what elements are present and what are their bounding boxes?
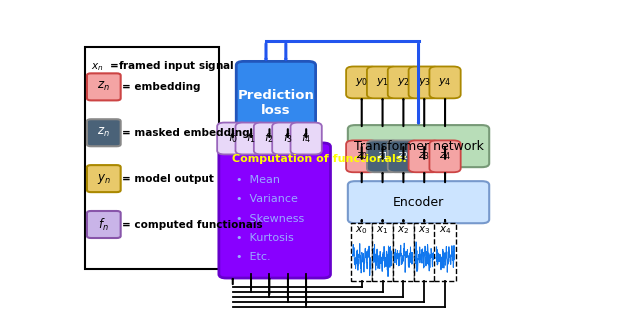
FancyBboxPatch shape [85,47,219,269]
FancyBboxPatch shape [87,165,121,192]
Text: •  Skewness: • Skewness [236,213,305,223]
FancyBboxPatch shape [217,122,248,154]
Text: $x_2$: $x_2$ [397,224,410,236]
Text: $z_{n}$: $z_{n}$ [97,80,110,93]
Text: •  Etc.: • Etc. [236,252,271,262]
Text: Prediction
loss: Prediction loss [237,89,314,118]
Text: $x_0$: $x_0$ [355,224,368,236]
Text: Computation of functionals:: Computation of functionals: [232,154,407,165]
Text: = embedding: = embedding [122,82,200,92]
FancyBboxPatch shape [388,140,419,172]
Text: $x_3$: $x_3$ [418,224,431,236]
Text: $x_n$  =framed input signal: $x_n$ =framed input signal [91,59,234,73]
Text: $z_2$: $z_2$ [397,150,410,162]
FancyBboxPatch shape [429,67,461,98]
Text: $y_2$: $y_2$ [397,76,410,88]
Text: = masked embedding: = masked embedding [122,128,250,138]
Text: •  Kurtosis: • Kurtosis [236,233,294,243]
Text: $z_{n}$: $z_{n}$ [97,126,110,139]
FancyBboxPatch shape [413,223,435,281]
FancyBboxPatch shape [388,67,419,98]
Text: $f_0$: $f_0$ [228,132,238,145]
FancyBboxPatch shape [367,140,398,172]
FancyBboxPatch shape [346,67,378,98]
FancyBboxPatch shape [254,122,285,154]
Text: Transformer network: Transformer network [353,140,483,153]
FancyBboxPatch shape [219,143,330,278]
FancyBboxPatch shape [87,73,121,100]
FancyBboxPatch shape [87,211,121,238]
Text: $f_3$: $f_3$ [283,132,293,145]
FancyBboxPatch shape [348,181,489,223]
Text: = model output: = model output [122,174,214,184]
FancyBboxPatch shape [408,140,440,172]
FancyBboxPatch shape [272,122,303,154]
Text: $x_1$: $x_1$ [376,224,388,236]
FancyBboxPatch shape [393,223,414,281]
Text: = computed functionals: = computed functionals [122,219,262,229]
Text: $f_1$: $f_1$ [246,132,256,145]
FancyBboxPatch shape [408,67,440,98]
Text: $f_{n}$: $f_{n}$ [99,216,109,233]
FancyBboxPatch shape [367,67,398,98]
Text: $y_3$: $y_3$ [418,76,431,88]
Text: $y_4$: $y_4$ [438,76,452,88]
Text: Encoder: Encoder [393,196,444,209]
Text: $y_0$: $y_0$ [355,76,369,88]
FancyBboxPatch shape [351,223,372,281]
Text: $z_0$: $z_0$ [356,150,368,162]
Text: •  Variance: • Variance [236,194,298,204]
FancyBboxPatch shape [236,122,267,154]
Text: $z_1$: $z_1$ [376,150,388,162]
FancyBboxPatch shape [348,125,489,167]
Text: $y_{n}$: $y_{n}$ [97,172,111,186]
FancyBboxPatch shape [87,119,121,146]
Text: $y_1$: $y_1$ [376,76,389,88]
FancyBboxPatch shape [429,140,461,172]
Text: $z_4$: $z_4$ [439,150,451,162]
Text: $f_2$: $f_2$ [264,132,275,145]
FancyBboxPatch shape [435,223,456,281]
Text: •  Mean: • Mean [236,175,280,185]
FancyBboxPatch shape [372,223,393,281]
Text: $x_4$: $x_4$ [439,224,451,236]
FancyBboxPatch shape [346,140,378,172]
Text: $f_4$: $f_4$ [301,132,312,145]
Text: $z_3$: $z_3$ [418,150,430,162]
FancyBboxPatch shape [291,122,322,154]
FancyBboxPatch shape [236,61,316,146]
